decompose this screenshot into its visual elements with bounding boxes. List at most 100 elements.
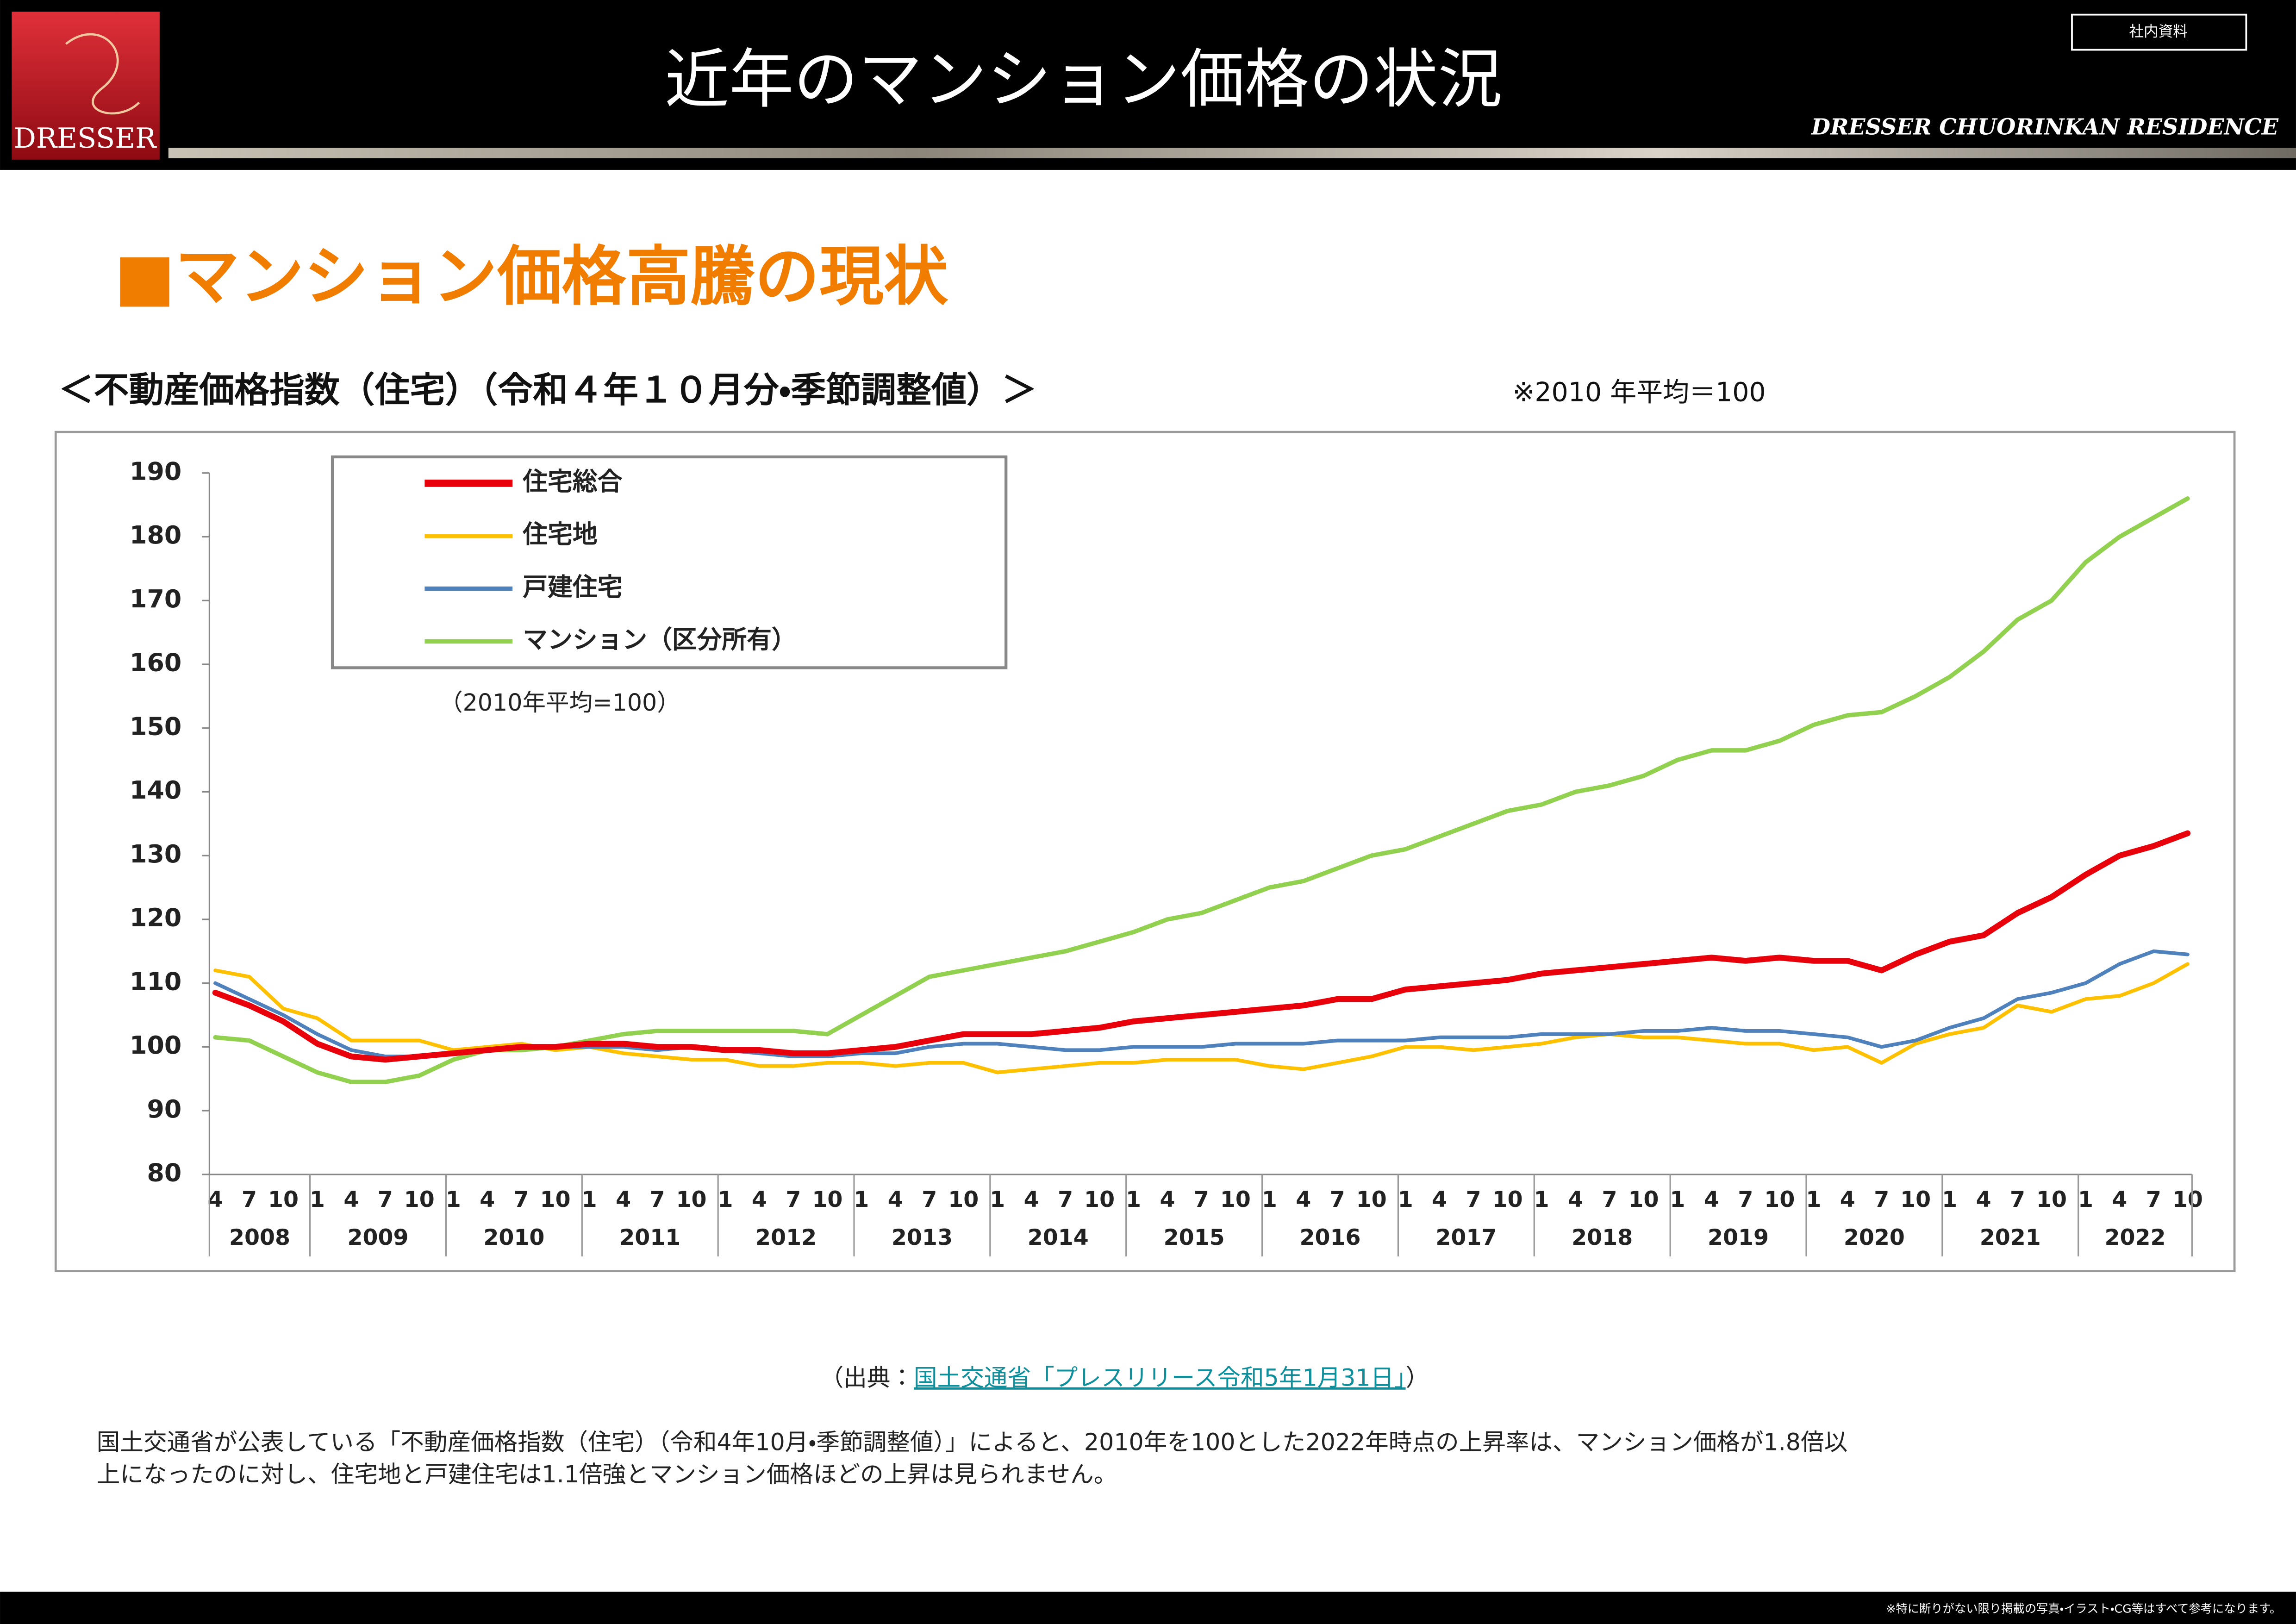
chart-note: ※2010 年平均＝100 — [1513, 377, 1766, 408]
x-tick-label: 4 — [1568, 1187, 1583, 1212]
year-label: 2011 — [619, 1225, 680, 1250]
x-tick-label: 1 — [1806, 1187, 1821, 1212]
year-label: 2009 — [348, 1225, 409, 1250]
header-bar — [0, 0, 2296, 170]
x-tick-label: 10 — [1900, 1187, 1931, 1212]
badge: 社内資料 — [2129, 24, 2188, 40]
year-label: 2020 — [1844, 1225, 1905, 1250]
year-label: 2014 — [1028, 1225, 1089, 1250]
body-line: 国土交通省が公表している「不動産価格指数（住宅）（令和4年10月・季節調整値）」… — [97, 1428, 1847, 1455]
y-tick-label: 140 — [130, 775, 181, 805]
chart-annotation: （2010年平均=100） — [439, 689, 680, 716]
year-label: 2019 — [1708, 1225, 1769, 1250]
legend-label: 住宅総合 — [522, 467, 622, 496]
x-tick-label: 10 — [676, 1187, 707, 1212]
x-tick-label: 10 — [1764, 1187, 1795, 1212]
y-tick-label: 150 — [130, 712, 181, 741]
x-tick-label: 7 — [786, 1187, 801, 1212]
header-stripe — [168, 148, 2296, 158]
y-tick-label: 190 — [130, 456, 181, 486]
legend-label: 住宅地 — [522, 519, 597, 549]
x-tick-label: 4 — [343, 1187, 359, 1212]
year-label: 2013 — [892, 1225, 953, 1250]
x-tick-label: 10 — [1220, 1187, 1251, 1212]
x-tick-label: 7 — [514, 1187, 529, 1212]
x-tick-label: 4 — [888, 1187, 903, 1212]
y-tick-label: 160 — [130, 648, 181, 677]
year-label: 2012 — [755, 1225, 817, 1250]
x-tick-label: 1 — [310, 1187, 325, 1212]
y-tick-label: 90 — [147, 1094, 181, 1124]
x-tick-label: 10 — [540, 1187, 571, 1212]
x-tick-label: 1 — [1398, 1187, 1413, 1212]
x-tick-label: 4 — [1976, 1187, 1991, 1212]
logo — [12, 12, 160, 160]
x-tick-label: 7 — [2146, 1187, 2161, 1212]
x-tick-label: 10 — [2172, 1187, 2203, 1212]
source-line: （出典：国土交通省「プレスリリース令和5年1月31日」） — [820, 1364, 1429, 1391]
badge-box — [2071, 13, 2247, 51]
x-tick-label: 10 — [1356, 1187, 1387, 1212]
y-tick-label: 80 — [147, 1158, 181, 1187]
year-label: 2017 — [1435, 1225, 1497, 1250]
y-tick-label: 110 — [130, 967, 181, 996]
year-label: 2008 — [229, 1225, 290, 1250]
x-tick-label: 1 — [854, 1187, 869, 1212]
y-tick-label: 130 — [130, 839, 181, 868]
x-tick-label: 1 — [990, 1187, 1005, 1212]
x-tick-label: 4 — [752, 1187, 767, 1212]
x-tick-label: 7 — [2010, 1187, 2025, 1212]
x-tick-label: 10 — [1628, 1187, 1659, 1212]
x-tick-label: 4 — [1432, 1187, 1447, 1212]
x-tick-label: 4 — [1840, 1187, 1855, 1212]
y-tick-label: 100 — [130, 1031, 181, 1060]
year-label: 2016 — [1299, 1225, 1360, 1250]
year-label: 2022 — [2105, 1225, 2166, 1250]
footer-note: ※特に断りがない限り掲載の写真・イラスト・CG等はすべて参考になります。 — [1886, 1602, 2281, 1615]
section-title: ■マンション価格高騰の現状 — [114, 239, 948, 314]
x-tick-label: 4 — [1160, 1187, 1175, 1212]
x-tick-label: 4 — [1296, 1187, 1311, 1212]
chart-heading: ＜不動産価格指数（住宅）（令和４年１０月分・季節調整値）＞ — [59, 370, 1037, 411]
x-tick-label: 7 — [1738, 1187, 1753, 1212]
body-line: 上になったのに対し、住宅地と戸建住宅は1.1倍強とマンション価格ほどの上昇は見ら… — [97, 1461, 1117, 1488]
x-tick-label: 1 — [2078, 1187, 2093, 1212]
x-tick-label: 7 — [1058, 1187, 1073, 1212]
x-tick-label: 1 — [1534, 1187, 1549, 1212]
logo-text: DRESSER — [14, 122, 157, 155]
x-tick-label: 4 — [616, 1187, 631, 1212]
x-tick-label: 1 — [446, 1187, 461, 1212]
series-line — [212, 830, 2191, 1063]
legend-box — [331, 455, 1008, 669]
x-tick-label: 1 — [1262, 1187, 1277, 1212]
x-tick-label: 1 — [1126, 1187, 1141, 1212]
x-tick-label: 10 — [1084, 1187, 1115, 1212]
x-tick-label: 10 — [1492, 1187, 1523, 1212]
residence-name: DRESSER CHUORINKAN RESIDENCE — [1810, 114, 2279, 140]
source-suffix: ） — [1406, 1364, 1429, 1391]
y-tick-label: 170 — [130, 584, 181, 613]
y-tick-label: 180 — [130, 520, 181, 550]
x-tick-label: 7 — [1330, 1187, 1345, 1212]
x-tick-label: 10 — [812, 1187, 842, 1212]
x-tick-label: 7 — [242, 1187, 257, 1212]
x-tick-label: 7 — [1194, 1187, 1209, 1212]
footer-bar — [0, 1592, 2296, 1624]
x-tick-label: 10 — [2036, 1187, 2067, 1212]
x-tick-label: 1 — [1670, 1187, 1685, 1212]
x-tick-label: 4 — [1704, 1187, 1719, 1212]
year-label: 2021 — [1980, 1225, 2041, 1250]
x-tick-label: 4 — [208, 1187, 223, 1212]
x-tick-label: 7 — [1874, 1187, 1889, 1212]
x-tick-label: 7 — [922, 1187, 937, 1212]
x-tick-label: 10 — [268, 1187, 299, 1212]
x-tick-label: 4 — [1024, 1187, 1039, 1212]
legend-label: マンション（区分所有） — [523, 625, 796, 654]
year-label: 2015 — [1164, 1225, 1225, 1250]
x-tick-label: 1 — [1942, 1187, 1957, 1212]
x-tick-label: 1 — [718, 1187, 733, 1212]
source-link[interactable]: 国土交通省「プレスリリース令和5年1月31日」 — [914, 1364, 1406, 1391]
y-tick-label: 120 — [130, 903, 181, 932]
